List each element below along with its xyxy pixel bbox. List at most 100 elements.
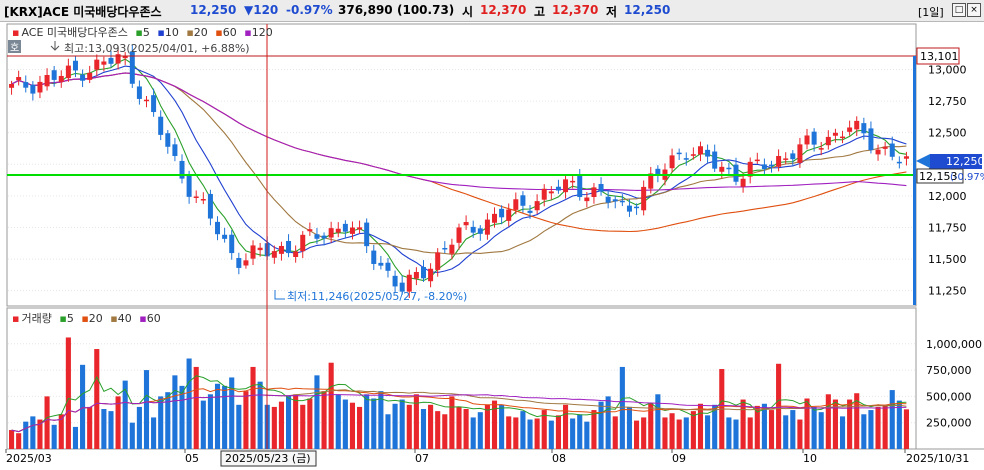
high-line-value: 13,101	[920, 50, 959, 63]
date-tick-label: 08	[552, 452, 566, 465]
candle-body	[108, 57, 114, 64]
high-price: 12,370	[552, 3, 599, 17]
candlestick-series	[9, 44, 909, 299]
volume-bar	[222, 385, 228, 449]
volume-bar	[72, 426, 79, 449]
date-tick-label: 10	[803, 452, 817, 465]
candle-body	[697, 146, 703, 155]
candle-body	[94, 59, 100, 70]
volume-bar	[193, 366, 199, 449]
candle-body	[215, 221, 221, 235]
candle-body	[861, 123, 867, 134]
low-label: 저	[606, 5, 618, 19]
volume-bar	[16, 433, 22, 449]
volume-ratio: (100.73)	[397, 3, 455, 17]
price-change-pct: -0.97%	[286, 3, 333, 17]
date-tick-label: 2025/10/31	[906, 452, 969, 465]
volume-bar	[619, 366, 625, 449]
volume-bar	[229, 377, 235, 449]
volume-bar	[463, 409, 469, 449]
candle-body	[236, 257, 242, 268]
volume-bar	[87, 406, 93, 449]
volume-bar	[861, 414, 867, 449]
candle-body	[321, 235, 327, 239]
volume-bar	[271, 406, 277, 449]
candle-body	[428, 268, 434, 282]
stock-chart[interactable]: 최고:13,093(2025/04/01, +6.88%) 최저:11,246(…	[0, 22, 984, 470]
candle-body	[477, 228, 483, 234]
current-range-bar	[913, 56, 916, 305]
close-icon[interactable]: ×	[967, 3, 981, 17]
restore-icon[interactable]: □	[952, 3, 966, 17]
candle-body	[903, 156, 909, 159]
volume-tick-label: 500,000	[926, 390, 972, 403]
volume-bar	[470, 417, 476, 449]
volume-bar	[875, 406, 881, 449]
volume-bar	[754, 405, 760, 449]
price-tick-label: 11,250	[928, 285, 967, 298]
volume-bar	[243, 391, 249, 449]
candle-body	[278, 245, 284, 254]
candle-body	[513, 199, 519, 210]
volume-bar	[278, 401, 284, 449]
candle-body	[783, 158, 789, 160]
candle-body	[364, 222, 370, 247]
candle-body	[65, 65, 71, 79]
price-tick-label: 12,750	[928, 95, 967, 108]
volume-bar	[761, 403, 767, 449]
volume-bar	[314, 375, 320, 449]
candle-body	[847, 127, 853, 132]
period-selector[interactable]: [1일]	[918, 6, 944, 19]
candle-body	[492, 213, 498, 223]
candle-body	[229, 234, 235, 254]
volume-bar	[783, 415, 789, 449]
crosshair-date-tag	[220, 450, 317, 467]
volume-bar	[555, 415, 561, 449]
volume-bar	[420, 409, 427, 449]
volume-bar	[214, 383, 221, 449]
volume-bar	[371, 398, 377, 449]
candle-body	[882, 146, 888, 149]
candle-body	[761, 164, 767, 170]
candle-body	[193, 196, 199, 198]
candle-body	[449, 244, 455, 254]
volume-value: 376,890	[338, 3, 393, 17]
date-tick-label: 05	[185, 452, 199, 465]
volume-bar	[847, 399, 853, 449]
volume-bar	[882, 404, 888, 449]
volume-bar	[158, 396, 164, 449]
candle-body	[442, 247, 448, 250]
price-tick-label: 11,750	[928, 221, 967, 234]
volume-bar	[676, 419, 682, 449]
volume-bar	[80, 364, 86, 449]
volume-bar	[484, 404, 490, 449]
candle-body	[243, 260, 249, 266]
volume-ma-60-line	[11, 394, 907, 433]
candle-body	[669, 155, 675, 169]
candle-body	[804, 135, 810, 145]
date-tick-label: 09	[672, 452, 686, 465]
volume-bar	[740, 399, 746, 449]
volume-bar	[726, 417, 732, 449]
volume-bar	[385, 414, 391, 449]
candle-body	[811, 131, 817, 145]
volume-bar	[136, 406, 142, 449]
date-tick-label: 2025/03	[6, 452, 52, 465]
volume-tick-label: 250,000	[926, 417, 972, 430]
current-price-tag	[930, 154, 982, 169]
volume-bar	[896, 400, 902, 449]
candle-body	[271, 251, 277, 258]
volume-bar	[101, 409, 107, 449]
candle-body	[23, 82, 29, 88]
candle-body	[143, 99, 149, 102]
quote-tag-button[interactable]	[8, 40, 21, 53]
volume-bar	[562, 404, 569, 449]
volume-bar	[612, 416, 618, 449]
volume-bar	[364, 394, 370, 449]
volume-bar	[300, 404, 306, 449]
candle-body	[527, 210, 533, 213]
quote-tag-label: 호	[10, 42, 19, 54]
candle-body	[122, 56, 128, 59]
volume-bar	[449, 396, 455, 449]
volume-bar	[541, 410, 547, 449]
